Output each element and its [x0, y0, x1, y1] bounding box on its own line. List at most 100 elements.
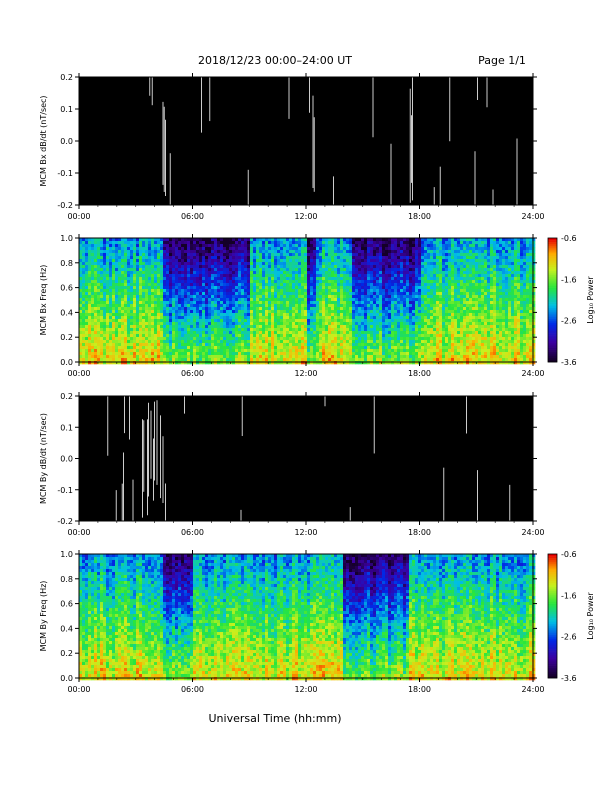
- heatmap-cell: [187, 352, 190, 355]
- heatmap-cell: [157, 280, 160, 283]
- heatmap-cell: [214, 253, 217, 256]
- heatmap-cell: [136, 328, 139, 331]
- heatmap-cell: [346, 325, 349, 328]
- heatmap-cell: [253, 331, 256, 334]
- heatmap-cell: [109, 313, 112, 316]
- heatmap-cell: [169, 241, 172, 244]
- heatmap-cell: [199, 319, 202, 322]
- heatmap-cell: [304, 313, 307, 316]
- heatmap-cell: [406, 361, 409, 364]
- heatmap-cell: [103, 316, 106, 319]
- heatmap-cell: [103, 283, 106, 286]
- heatmap-cell: [139, 253, 142, 256]
- heatmap-cell: [253, 307, 256, 310]
- heatmap-cell: [133, 283, 136, 286]
- heatmap-cell: [325, 340, 328, 343]
- heatmap-cell: [178, 358, 181, 361]
- heatmap-cell: [121, 244, 124, 247]
- heatmap-cell: [190, 265, 193, 268]
- heatmap-cell: [166, 355, 169, 358]
- heatmap-cell: [88, 271, 91, 274]
- heatmap-cell: [166, 247, 169, 250]
- heatmap-cell: [298, 277, 301, 280]
- heatmap-cell: [283, 301, 286, 304]
- heatmap-cell: [94, 358, 97, 361]
- heatmap-cell: [121, 328, 124, 331]
- heatmap-cell: [82, 271, 85, 274]
- heatmap-cell: [331, 334, 334, 337]
- heatmap-cell: [118, 352, 121, 355]
- heatmap-cell: [163, 361, 166, 364]
- heatmap-cell: [166, 244, 169, 247]
- heatmap-cell: [298, 292, 301, 295]
- heatmap-cell: [259, 298, 262, 301]
- heatmap-cell: [238, 250, 241, 253]
- heatmap-cell: [121, 340, 124, 343]
- heatmap-cell: [133, 331, 136, 334]
- heatmap-cell: [382, 286, 385, 289]
- heatmap-cell: [184, 328, 187, 331]
- heatmap-cell: [280, 271, 283, 274]
- heatmap-cell: [193, 250, 196, 253]
- heatmap-cell: [394, 277, 397, 280]
- heatmap-cell: [313, 256, 316, 259]
- heatmap-cell: [322, 310, 325, 313]
- heatmap-cell: [109, 331, 112, 334]
- heatmap-cell: [238, 334, 241, 337]
- heatmap-cell: [85, 358, 88, 361]
- heatmap-cell: [157, 325, 160, 328]
- heatmap-cell: [238, 340, 241, 343]
- heatmap-cell: [256, 250, 259, 253]
- heatmap-cell: [415, 259, 418, 262]
- heatmap-cell: [352, 253, 355, 256]
- heatmap-cell: [169, 325, 172, 328]
- heatmap-cell: [358, 256, 361, 259]
- heatmap-cell: [382, 250, 385, 253]
- heatmap-cell: [262, 352, 265, 355]
- heatmap-cell: [352, 328, 355, 331]
- heatmap-cell: [331, 262, 334, 265]
- heatmap-cell: [94, 247, 97, 250]
- heatmap-cell: [88, 244, 91, 247]
- heatmap-cell: [346, 247, 349, 250]
- heatmap-cell: [292, 265, 295, 268]
- heatmap-cell: [328, 250, 331, 253]
- heatmap-cell: [226, 361, 229, 364]
- heatmap-cell: [124, 268, 127, 271]
- heatmap-cell: [238, 346, 241, 349]
- heatmap-cell: [190, 334, 193, 337]
- heatmap-cell: [121, 277, 124, 280]
- heatmap-cell: [367, 247, 370, 250]
- heatmap-cell: [310, 310, 313, 313]
- heatmap-cell: [271, 268, 274, 271]
- heatmap-cell: [136, 253, 139, 256]
- heatmap-cell: [106, 358, 109, 361]
- heatmap-cell: [238, 271, 241, 274]
- heatmap-cell: [181, 337, 184, 340]
- heatmap-cell: [250, 313, 253, 316]
- heatmap-cell: [286, 295, 289, 298]
- heatmap-cell: [163, 319, 166, 322]
- page-number: Page 1/1: [478, 54, 526, 67]
- heatmap-cell: [274, 334, 277, 337]
- heatmap-cell: [133, 322, 136, 325]
- heatmap-cell: [403, 346, 406, 349]
- heatmap-cell: [295, 274, 298, 277]
- heatmap-cell: [367, 304, 370, 307]
- heatmap-cell: [250, 295, 253, 298]
- heatmap-cell: [427, 343, 430, 346]
- heatmap-cell: [301, 316, 304, 319]
- heatmap-cell: [217, 253, 220, 256]
- heatmap-cell: [394, 337, 397, 340]
- heatmap-cell: [325, 286, 328, 289]
- heatmap-cell: [139, 331, 142, 334]
- heatmap-cell: [352, 277, 355, 280]
- heatmap-cell: [136, 304, 139, 307]
- heatmap-cell: [340, 241, 343, 244]
- heatmap-cell: [280, 334, 283, 337]
- heatmap-cell: [145, 286, 148, 289]
- heatmap-cell: [256, 349, 259, 352]
- heatmap-cell: [160, 301, 163, 304]
- heatmap-cell: [298, 253, 301, 256]
- heatmap-cell: [154, 292, 157, 295]
